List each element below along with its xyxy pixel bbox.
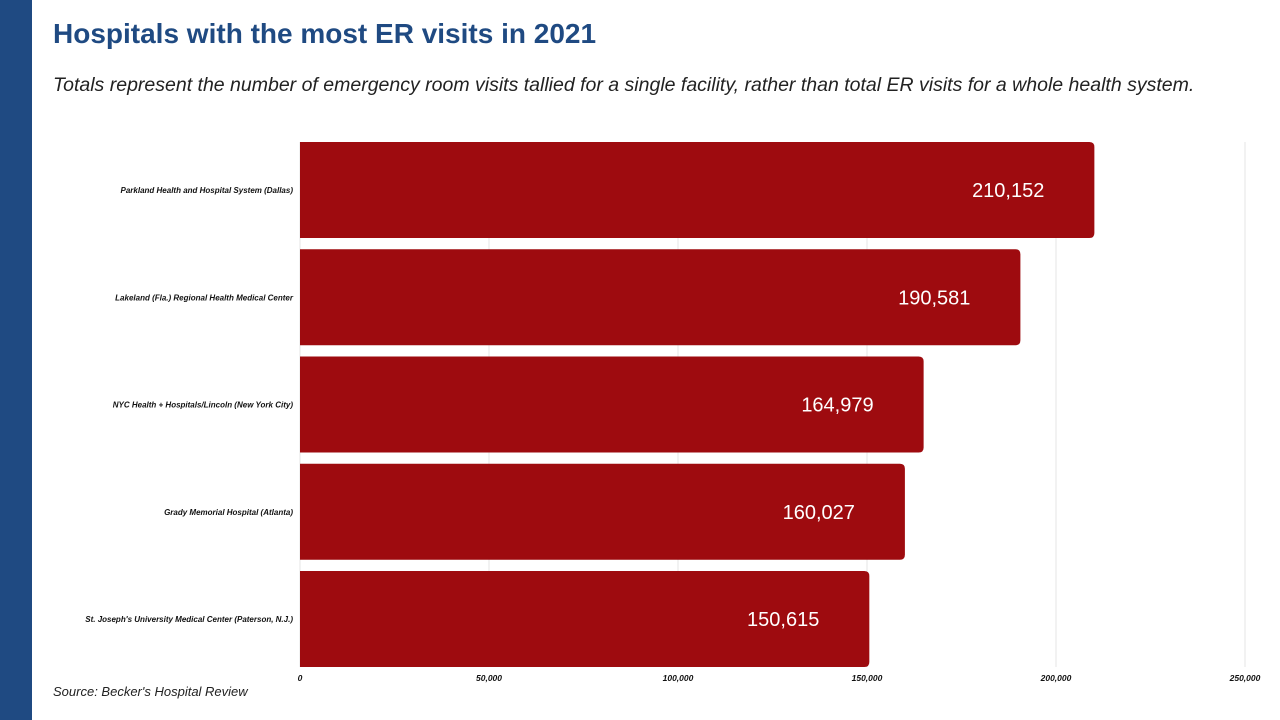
side-accent-bar [0,0,32,720]
x-tick-label-0: 0 [298,673,303,683]
chart-title: Hospitals with the most ER visits in 202… [53,18,597,49]
chart-subtitle: Totals represent the number of emergency… [53,74,1195,96]
x-tick-label-3: 150,000 [852,673,883,683]
x-tick-label-4: 200,000 [1040,673,1072,683]
bar-2 [300,356,924,453]
category-label-0: Parkland Health and Hospital System (Dal… [121,186,294,195]
x-tick-label-2: 100,000 [663,673,694,683]
category-label-1: Lakeland (Fla.) Regional Health Medical … [115,293,294,302]
category-label-3: Grady Memorial Hospital (Atlanta) [164,508,293,517]
data-label-1: 190,581 [898,287,970,309]
data-label-0: 210,152 [972,180,1044,202]
bar-4 [300,571,870,667]
x-tick-label-5: 250,000 [1229,673,1261,683]
category-label-4: St. Joseph's University Medical Center (… [85,615,293,624]
source-note: Source: Becker's Hospital Review [53,684,248,699]
category-label-2: NYC Health + Hospitals/Lincoln (New York… [113,401,294,410]
data-label-4: 150,615 [747,609,819,631]
bar-0 [300,142,1095,238]
x-tick-label-1: 50,000 [476,673,502,683]
data-label-2: 164,979 [801,395,873,417]
bar-3 [300,463,905,560]
data-label-3: 160,027 [783,502,855,524]
bar-1 [300,249,1021,346]
